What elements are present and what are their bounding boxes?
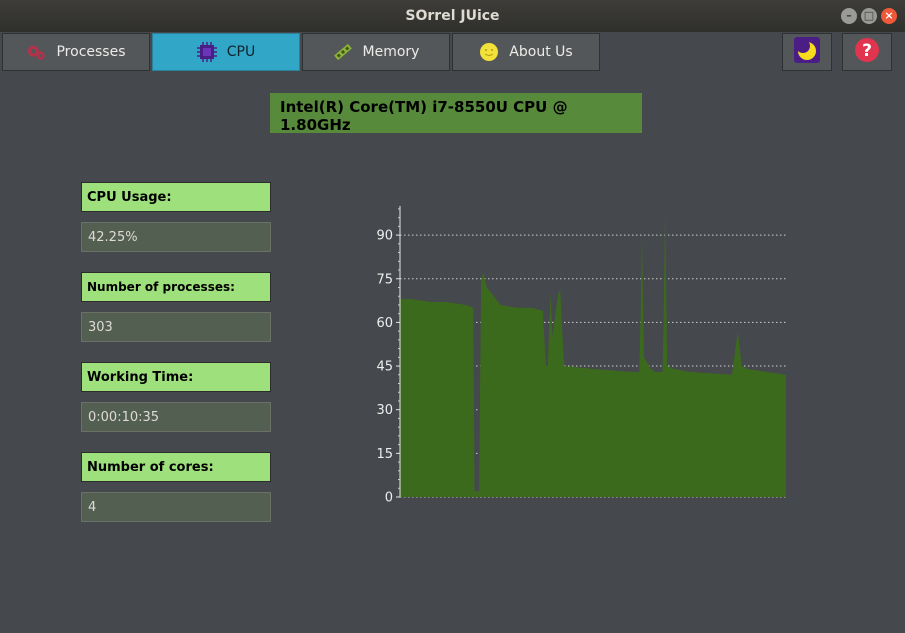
tab-cpu[interactable]: CPU xyxy=(152,33,300,71)
y-axis-ticks: 0 15 30 45 60 75 90 xyxy=(376,208,400,506)
close-icon[interactable]: × xyxy=(881,8,897,24)
y-tick-label-45: 45 xyxy=(376,360,393,375)
smiley-icon xyxy=(479,42,499,62)
process-count-value: 303 xyxy=(81,312,271,342)
y-tick-label-75: 75 xyxy=(376,272,393,287)
svg-text:?: ? xyxy=(862,41,872,61)
tab-about-us-label: About Us xyxy=(509,44,573,60)
minimize-icon[interactable]: – xyxy=(841,8,857,24)
tab-memory-label: Memory xyxy=(362,44,420,60)
working-time-label: Working Time: xyxy=(81,362,271,392)
moon-icon xyxy=(794,37,820,67)
cpu-usage-area xyxy=(400,206,786,497)
cpu-model-label: Intel(R) Core(TM) i7-8550U CPU @ 1.80GHz xyxy=(270,93,642,134)
gears-icon xyxy=(26,42,46,62)
cpu-usage-value: 42.25% xyxy=(81,222,271,252)
tab-about-us[interactable]: About Us xyxy=(452,33,600,71)
y-tick-label-15: 15 xyxy=(376,447,393,462)
tab-memory[interactable]: Memory xyxy=(302,33,450,71)
window-title: SOrrel JUice xyxy=(405,8,500,24)
working-time-value: 0:00:10:35 xyxy=(81,402,271,432)
title-bar: SOrrel JUice – □ × xyxy=(0,0,905,32)
cpu-usage-label: CPU Usage: xyxy=(81,182,271,212)
tab-cpu-label: CPU xyxy=(226,44,256,60)
y-tick-label-0: 0 xyxy=(385,491,393,506)
core-count-label: Number of cores: xyxy=(81,452,271,482)
cpu-usage-chart: 0 15 30 45 60 75 90 xyxy=(376,206,788,506)
process-count-label: Number of processes: xyxy=(81,272,271,302)
tab-processes[interactable]: Processes xyxy=(2,33,150,71)
y-tick-label-60: 60 xyxy=(376,316,393,331)
memory-stick-icon xyxy=(333,42,353,62)
y-tick-label-30: 30 xyxy=(376,403,393,418)
cpu-chip-icon xyxy=(196,42,217,62)
help-button[interactable]: ? xyxy=(842,33,892,71)
help-icon: ? xyxy=(854,37,880,67)
y-tick-label-90: 90 xyxy=(376,229,393,244)
maximize-icon[interactable]: □ xyxy=(861,8,877,24)
tab-processes-label: Processes xyxy=(56,44,126,60)
core-count-value: 4 xyxy=(81,492,271,522)
theme-toggle-button[interactable] xyxy=(782,33,832,71)
